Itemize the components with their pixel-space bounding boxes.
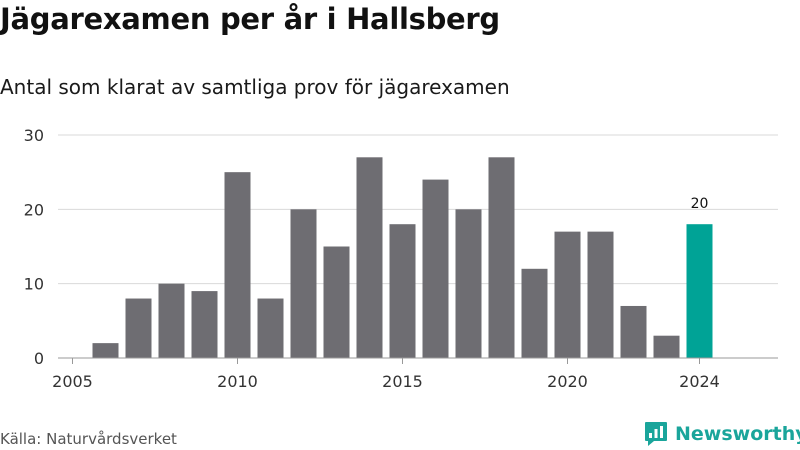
newsworthy-logo-icon [645, 422, 667, 446]
bar-chart: 0 10 20 30 2005 2010 2015 2020 2024 20 [24, 126, 778, 391]
bar [554, 231, 581, 358]
bar [92, 343, 119, 358]
bar [653, 335, 680, 358]
bar-highlight [686, 224, 713, 358]
x-tick-label: 2015 [382, 372, 423, 391]
bar [257, 298, 284, 358]
bar [191, 291, 218, 358]
bar [587, 231, 614, 358]
source-note: Källa: Naturvårdsverket [0, 430, 177, 448]
x-tick-label: 2005 [52, 372, 93, 391]
data-label: 20 [691, 196, 709, 212]
bar [356, 157, 383, 358]
bar [521, 268, 548, 358]
y-tick-label: 0 [34, 349, 44, 368]
y-tick-label: 10 [24, 275, 44, 294]
x-tick-label: 2020 [547, 372, 588, 391]
y-tick-label: 30 [24, 126, 44, 145]
bar [455, 209, 482, 358]
bar [224, 172, 251, 358]
brand-logo: Newsworthy [644, 420, 800, 448]
bar [488, 157, 515, 358]
x-tick-label: 2010 [217, 372, 258, 391]
bar [323, 246, 350, 358]
brand-name: Newsworthy [675, 423, 800, 445]
bar [422, 179, 449, 358]
bar [389, 224, 416, 358]
bar [620, 305, 647, 358]
bar [290, 209, 317, 358]
bar [125, 298, 152, 358]
bar [158, 283, 185, 358]
chart-subtitle: Antal som klarat av samtliga prov för jä… [0, 75, 510, 99]
chart-title: Jägarexamen per år i Hallsberg [0, 2, 500, 36]
x-tick-label: 2024 [679, 372, 720, 391]
y-tick-label: 20 [24, 200, 44, 219]
